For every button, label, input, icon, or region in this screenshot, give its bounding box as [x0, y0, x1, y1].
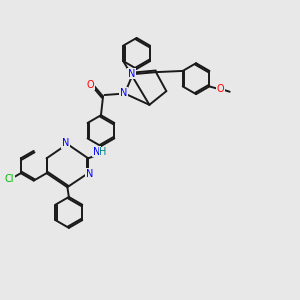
Text: O: O — [217, 84, 225, 94]
Text: N: N — [62, 139, 70, 148]
Text: H: H — [99, 147, 106, 157]
Text: O: O — [87, 80, 94, 90]
Text: N: N — [128, 69, 135, 79]
Text: N: N — [86, 169, 93, 179]
Text: N: N — [120, 88, 127, 98]
Text: N: N — [93, 147, 100, 157]
Text: Cl: Cl — [4, 174, 14, 184]
